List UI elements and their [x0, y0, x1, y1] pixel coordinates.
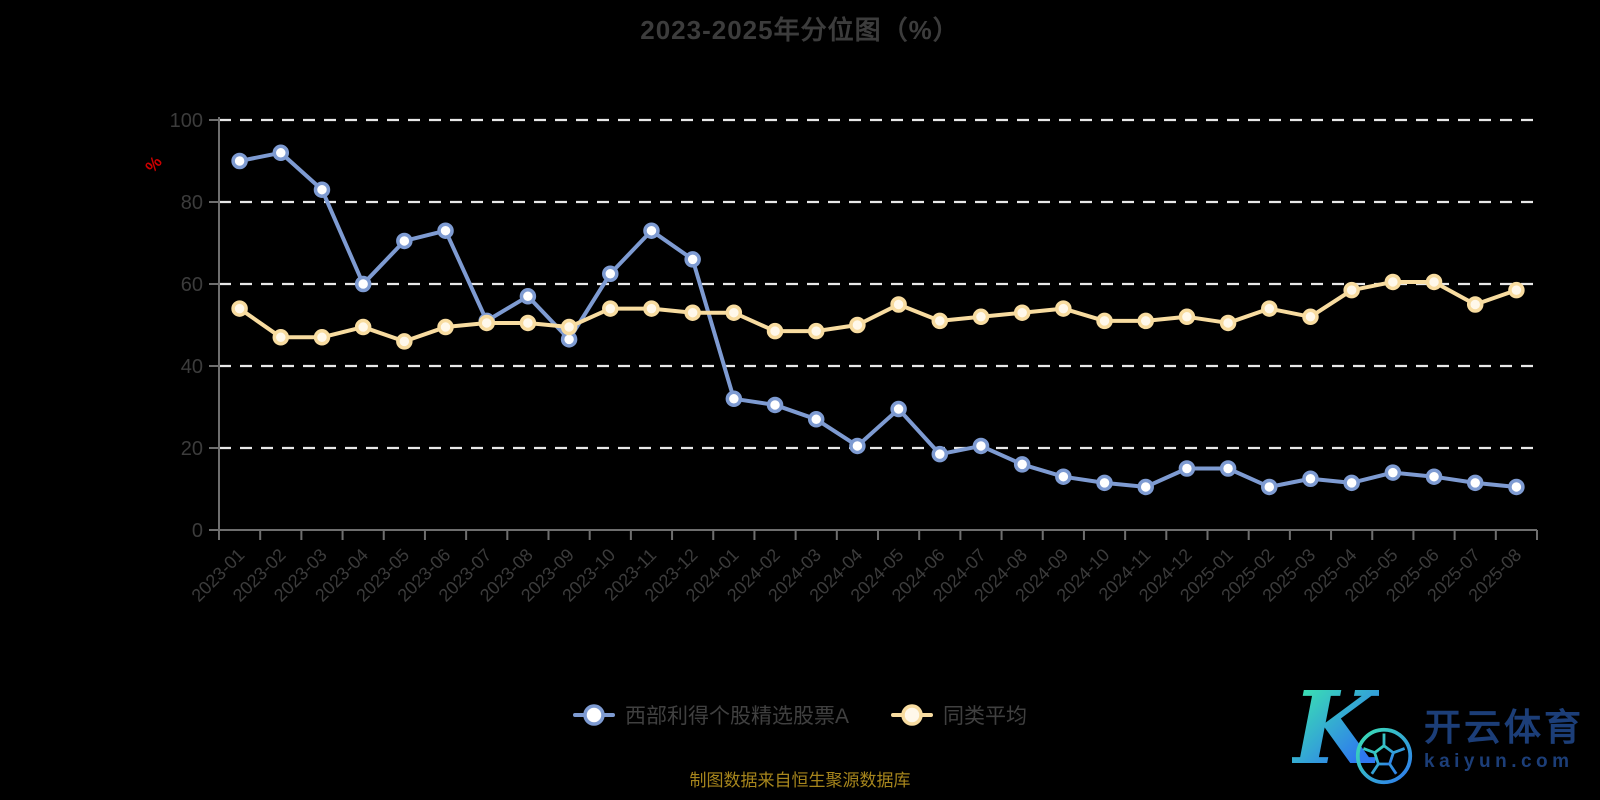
legend-item-peer-average[interactable]: 同类平均	[891, 700, 1027, 730]
legend: 西部利得个股精选股票A 同类平均	[0, 700, 1600, 730]
svg-text:40: 40	[181, 356, 203, 378]
line-marker-icon	[891, 704, 933, 726]
percentile-line-chart: 0204060801002023-012023-022023-032023-04…	[142, 110, 1538, 606]
kaiyun-logo[interactable]: K 开云体育 kaiyun.com	[1292, 678, 1584, 788]
soccer-ball-icon	[1355, 727, 1413, 785]
data-source-note: 制图数据来自恒生聚源数据库	[689, 771, 911, 790]
svg-text:0: 0	[192, 520, 203, 542]
svg-text:60: 60	[181, 274, 203, 296]
kaiyun-domain: kaiyun.com	[1424, 750, 1574, 772]
legend-label-fund: 西部利得个股精选股票A	[624, 705, 849, 728]
legend-item-fund[interactable]: 西部利得个股精选股票A	[572, 700, 849, 730]
svg-text:%: %	[142, 153, 166, 177]
kaiyun-logo-mark: K	[1292, 678, 1414, 788]
line-marker-icon	[572, 704, 615, 726]
legend-label-peer-average: 同类平均	[943, 705, 1027, 728]
chart-title: 2023-2025年分位图（%）	[640, 15, 960, 45]
kaiyun-k-monogram: K	[1292, 669, 1379, 787]
kaiyun-logo-text: 开云体育 kaiyun.com	[1424, 706, 1584, 773]
kaiyun-brand-name: 开云体育	[1424, 706, 1584, 748]
svg-text:100: 100	[170, 110, 203, 132]
svg-text:80: 80	[181, 192, 203, 214]
svg-text:20: 20	[181, 438, 203, 460]
